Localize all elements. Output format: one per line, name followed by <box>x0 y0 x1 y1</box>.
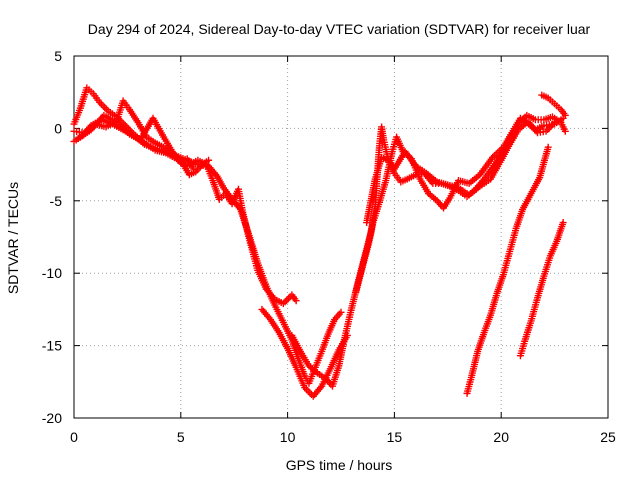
data-point <box>190 165 198 173</box>
data-point <box>101 104 109 112</box>
plot-border <box>73 55 609 419</box>
y-tick-label: -15 <box>42 338 62 354</box>
y-tick-label: -20 <box>42 410 62 426</box>
x-tick-label: 20 <box>493 429 509 445</box>
data-point <box>292 297 300 305</box>
data-point <box>205 156 213 164</box>
series-track-9 <box>538 91 569 119</box>
x-tick-label: 5 <box>177 429 185 445</box>
series-track-4 <box>74 111 198 173</box>
y-tick-label: 0 <box>54 120 62 136</box>
chart-title: Day 294 of 2024, Sidereal Day-to-day VTE… <box>88 21 591 37</box>
data-point <box>549 120 557 128</box>
tick-labels: 0 5 10 15 20 25 -20 -15 -10 -5 0 5 <box>42 48 616 445</box>
x-tick-label: 10 <box>280 429 296 445</box>
data-point <box>99 102 107 110</box>
series-track-8 <box>363 111 569 227</box>
data-point <box>561 127 569 135</box>
x-tick-label: 0 <box>70 429 78 445</box>
y-tick-label: -10 <box>42 265 62 281</box>
data-point <box>559 219 567 227</box>
data-point <box>284 294 292 302</box>
data-point <box>97 100 105 108</box>
y-axis-label: SDTVAR / TECUs <box>5 182 21 294</box>
x-axis-label: GPS time / hours <box>286 457 393 473</box>
series-track-1 <box>70 116 345 387</box>
series-track-10 <box>463 143 552 397</box>
data-points <box>70 84 569 400</box>
data-point <box>337 308 345 316</box>
x-tick-label: 15 <box>387 429 403 445</box>
data-point <box>102 105 110 113</box>
series-track-11 <box>516 219 567 360</box>
data-point <box>544 143 552 151</box>
x-tick-label: 25 <box>600 429 616 445</box>
axes <box>73 55 609 419</box>
data-point <box>561 111 569 119</box>
y-tick-label: -5 <box>50 193 63 209</box>
data-point <box>304 387 312 395</box>
y-tick-label: 5 <box>54 48 62 64</box>
